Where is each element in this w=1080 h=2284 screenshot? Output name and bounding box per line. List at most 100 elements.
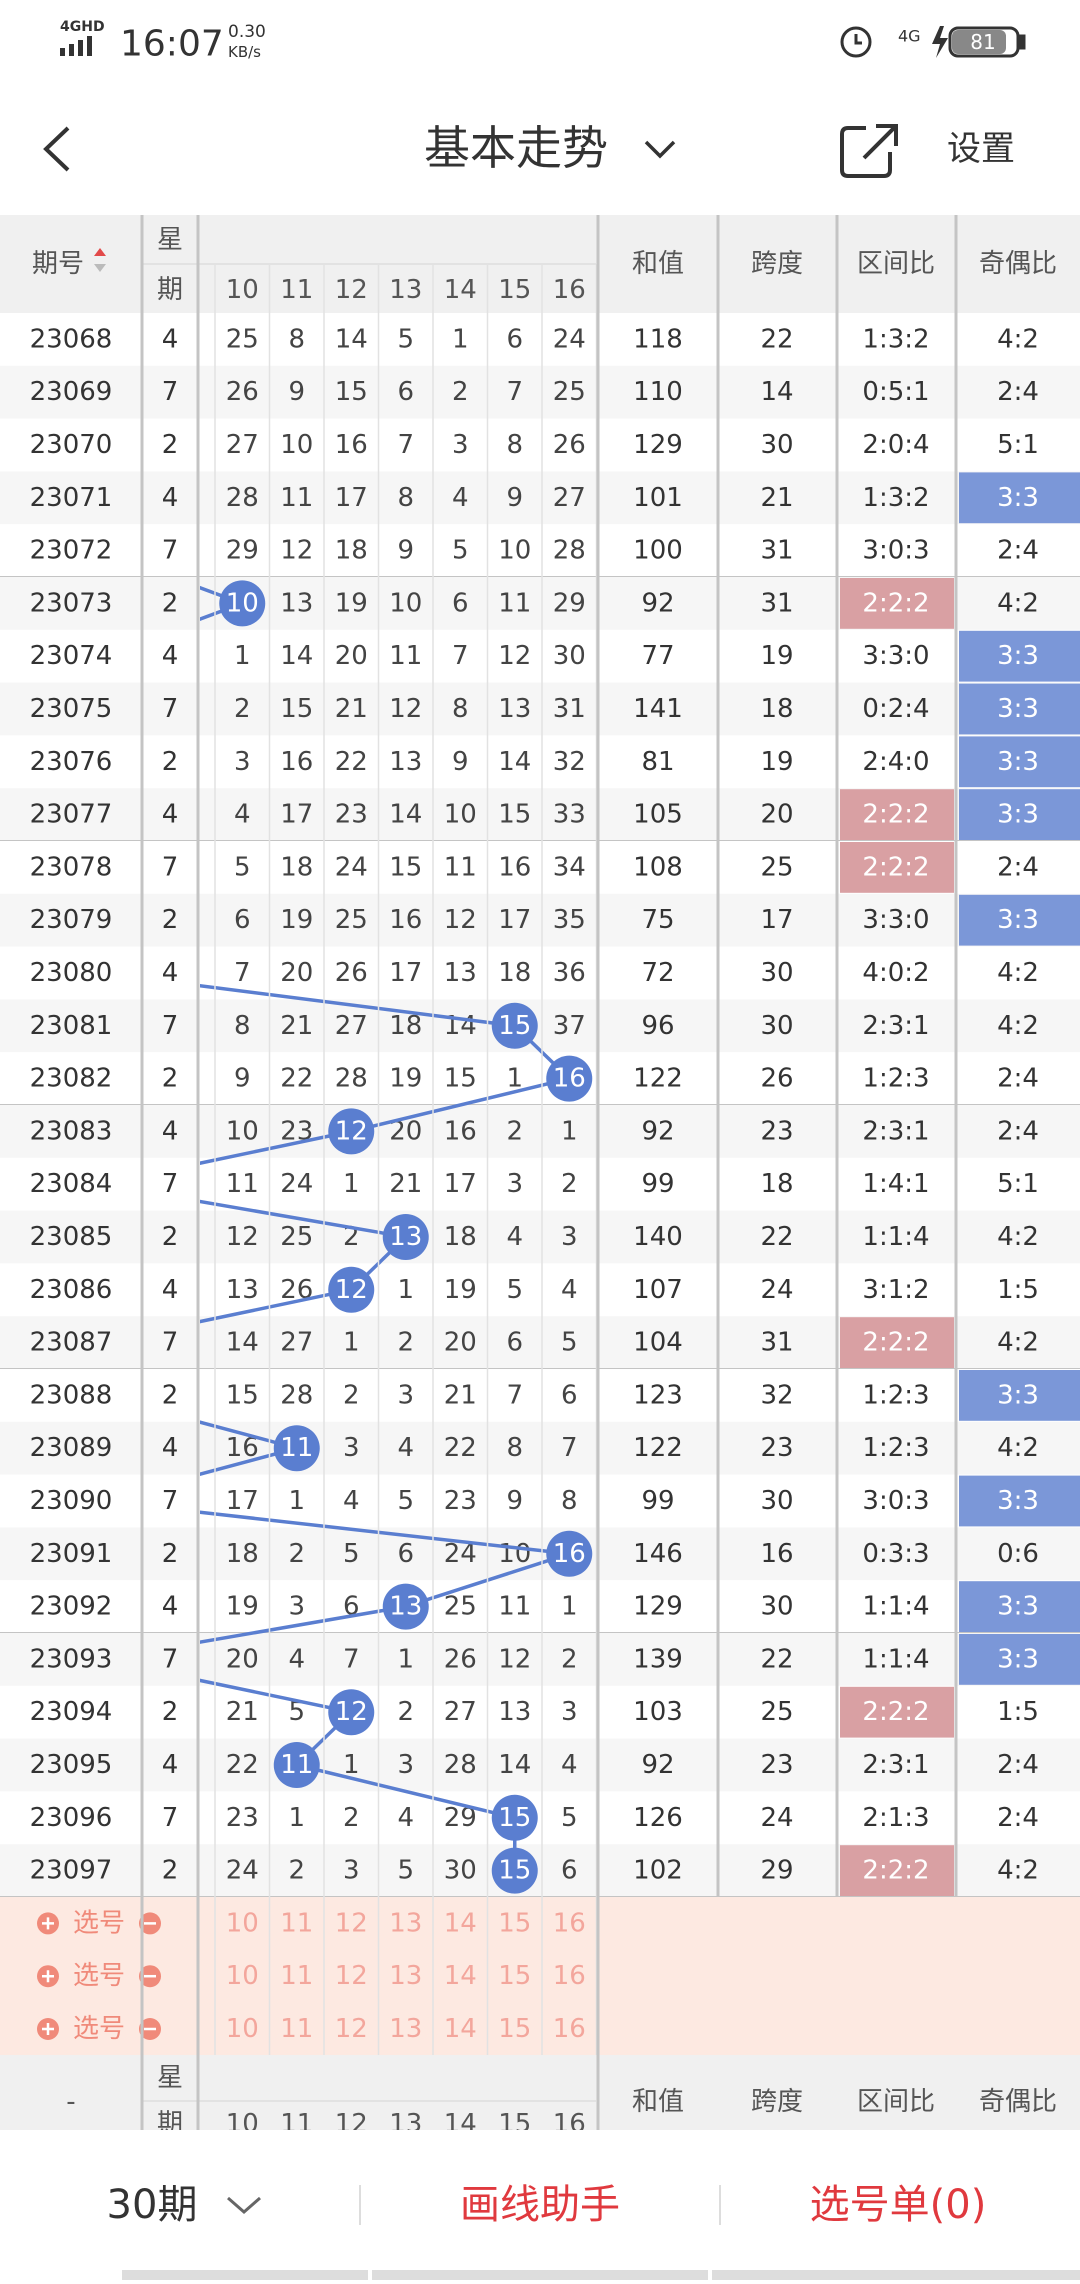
- zone-highlight: [840, 842, 954, 893]
- period: 23085: [30, 1222, 113, 1252]
- number-cell: 2: [234, 694, 251, 724]
- share-button[interactable]: [840, 124, 898, 178]
- span: 31: [760, 536, 793, 566]
- period: 23077: [30, 800, 113, 830]
- number-cell: 16: [335, 430, 368, 460]
- number-cell: 6: [397, 377, 414, 407]
- zone-ratio: 2:3:1: [862, 1116, 929, 1146]
- zone-ratio: 2:2:2: [862, 800, 929, 830]
- number-cell: 32: [553, 747, 586, 777]
- number-cell: 24: [226, 1856, 259, 1886]
- pick-number: 11: [280, 2014, 313, 2044]
- odd-even-highlight: [959, 894, 1080, 946]
- number-cell: 5: [397, 1856, 414, 1886]
- row-bg: [0, 1527, 1080, 1581]
- row-bg: [0, 1105, 1080, 1158]
- row-bg: [0, 1052, 1080, 1105]
- number-cell: 7: [452, 641, 469, 671]
- number-cell: 33: [553, 800, 586, 830]
- number-cell: 27: [280, 1328, 313, 1358]
- number-cell: 6: [561, 1856, 578, 1886]
- row-bg: [0, 1369, 1080, 1422]
- sum: 102: [633, 1856, 683, 1886]
- periods-dropdown[interactable]: [227, 2196, 261, 2214]
- sum: 146: [633, 1539, 683, 1569]
- sum: 104: [633, 1328, 683, 1358]
- draw-helper-button[interactable]: 画线助手: [460, 2182, 620, 2228]
- period: 23082: [30, 1064, 113, 1094]
- number-cell: 6: [506, 1328, 523, 1358]
- sum: 77: [641, 641, 674, 671]
- number-cell: 4: [506, 1222, 523, 1252]
- odd-even-highlight: [959, 630, 1080, 682]
- number-cell: 4: [397, 1433, 414, 1463]
- number-cell: 15: [226, 1380, 259, 1410]
- zone-ratio: 1:1:4: [862, 1592, 929, 1622]
- number-cell: 6: [234, 905, 251, 935]
- settings-button[interactable]: 设置: [947, 129, 1015, 169]
- odd-even-ratio: 2:4: [997, 852, 1039, 882]
- trend-line: [200, 585, 573, 1871]
- weekday: 2: [162, 1539, 179, 1569]
- span: 20: [760, 800, 793, 830]
- bottom-odd-even: 奇偶比: [979, 2087, 1057, 2117]
- odd-even-ratio: 3:3: [997, 641, 1039, 671]
- row-bg: [0, 524, 1080, 577]
- row-bg: [0, 999, 1080, 1053]
- col-period[interactable]: 期号: [32, 249, 84, 279]
- pick-list-button[interactable]: 选号单(0): [810, 2182, 987, 2228]
- number-cell: 3: [506, 1169, 523, 1199]
- number-cell: 8: [506, 1433, 523, 1463]
- odd-even-ratio: 3:3: [997, 905, 1039, 935]
- hit-number: 16: [553, 1539, 586, 1569]
- number-cell: 19: [444, 1275, 477, 1305]
- number-cell: 10: [389, 588, 422, 618]
- zone-ratio: 2:3:1: [862, 1750, 929, 1780]
- span: 22: [760, 1222, 793, 1252]
- sum: 105: [633, 800, 683, 830]
- hit-circle: [219, 580, 266, 627]
- number-cell: 13: [226, 1275, 259, 1305]
- number-cell: 16: [280, 747, 313, 777]
- odd-even-ratio: 3:3: [997, 800, 1039, 830]
- periods-selector[interactable]: 30期: [107, 2182, 198, 2228]
- row-bg: [0, 471, 1080, 525]
- zone-ratio: 0:2:4: [862, 694, 929, 724]
- pick-number: 16: [553, 1908, 586, 1938]
- trend-lines: [200, 585, 573, 1871]
- number-cell: 20: [444, 1328, 477, 1358]
- number-cell: 1: [343, 1169, 360, 1199]
- weekday: 7: [162, 1644, 179, 1674]
- pick-rows: 选号 10 11 12 13 14 15 16 选号 10 11 12 13 14 15 16 选号 10 11 12…: [37, 1908, 586, 2044]
- number-cell: 2: [561, 1644, 578, 1674]
- number-cell: 24: [280, 1169, 313, 1199]
- row-bg: [0, 418, 1080, 472]
- row-bg: [0, 1210, 1080, 1264]
- odd-even-ratio: 4:2: [997, 588, 1039, 618]
- sum: 72: [641, 958, 674, 988]
- span: 31: [760, 588, 793, 618]
- number-cell: 14: [389, 800, 422, 830]
- sum: 75: [641, 905, 674, 935]
- number-cell: 26: [226, 377, 259, 407]
- number-cell: 25: [444, 1592, 477, 1622]
- span: 26: [760, 1064, 793, 1094]
- period: 23074: [30, 641, 113, 671]
- title-dropdown[interactable]: [644, 140, 676, 159]
- weekday: 4: [162, 1750, 179, 1780]
- page-title[interactable]: 基本走势: [424, 121, 608, 175]
- number-cell: 31: [553, 694, 586, 724]
- span: 31: [760, 1328, 793, 1358]
- zone-ratio: 1:3:2: [862, 324, 929, 354]
- back-button[interactable]: [43, 126, 70, 172]
- number-cell: 16: [389, 905, 422, 935]
- zone-ratio: 1:1:4: [862, 1222, 929, 1252]
- span: 21: [760, 483, 793, 513]
- number-cell: 11: [226, 1169, 259, 1199]
- number-cell: 14: [226, 1328, 259, 1358]
- span: 30: [760, 1486, 793, 1516]
- zone-ratio: 3:0:3: [862, 1486, 929, 1516]
- sum: 140: [633, 1222, 683, 1252]
- number-cell: 5: [561, 1803, 578, 1833]
